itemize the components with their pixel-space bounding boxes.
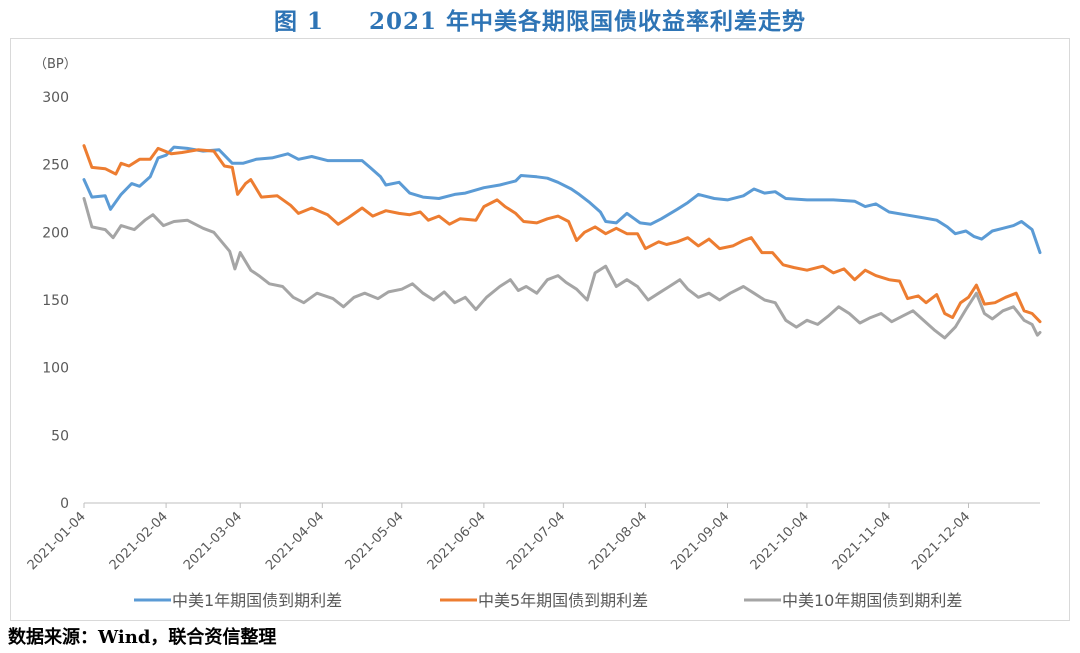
legend: 中美1年期国债到期利差 中美5年期国债到期利差 中美10年期国债到期利差	[134, 591, 962, 610]
y-tick-label: 200	[42, 225, 69, 241]
x-tick-label: 2021-12-04	[909, 509, 973, 573]
x-tick-label: 2021-02-04	[107, 509, 171, 573]
legend-item-1y: 中美1年期国债到期利差	[134, 591, 342, 610]
x-tick-label: 2021-05-04	[343, 509, 407, 573]
legend-label: 中美5年期国债到期利差	[478, 591, 648, 610]
series-line-1y	[82, 145, 1042, 255]
x-tick-label: 2021-04-04	[263, 509, 327, 573]
x-tick-label: 2021-03-04	[181, 509, 245, 573]
source-note: 数据来源：Wind，联合资信整理	[8, 627, 277, 648]
y-tick-label: 0	[60, 496, 69, 512]
figure-title: 图 1 2021 年中美各期限国债收益率利差走势	[273, 8, 807, 35]
legend-label: 中美10年期国债到期利差	[782, 591, 962, 610]
x-tick-label: 2021-10-04	[748, 509, 812, 573]
x-tick-label: 2021-11-04	[830, 509, 894, 573]
series-lines	[82, 144, 1042, 340]
y-tick-label: 300	[42, 90, 69, 106]
x-tick-label: 2021-01-04	[25, 509, 89, 573]
x-tick-label: 2021-07-04	[504, 509, 568, 573]
y-tick-label: 150	[42, 293, 69, 309]
x-tick-label: 2021-09-04	[668, 509, 732, 573]
series-line-5y	[82, 144, 1042, 324]
x-axis: 2021-01-04 2021-02-04 2021-03-04 2021-04-04…	[25, 502, 1040, 573]
y-axis: 0 50 100 150 200 250 300	[42, 90, 69, 512]
x-tick-label: 2021-06-04	[425, 509, 489, 573]
y-tick-label: 100	[42, 361, 69, 377]
y-axis-unit-label: （BP）	[34, 57, 77, 72]
legend-label: 中美1年期国债到期利差	[172, 591, 342, 610]
y-tick-label: 50	[51, 428, 69, 444]
x-tick-label: 2021-08-04	[586, 509, 650, 573]
y-tick-label: 250	[42, 158, 69, 174]
legend-item-5y: 中美5年期国债到期利差	[440, 591, 648, 610]
chart-frame	[10, 38, 1070, 621]
series-line-10y	[82, 197, 1042, 340]
legend-item-10y: 中美10年期国债到期利差	[744, 591, 962, 610]
